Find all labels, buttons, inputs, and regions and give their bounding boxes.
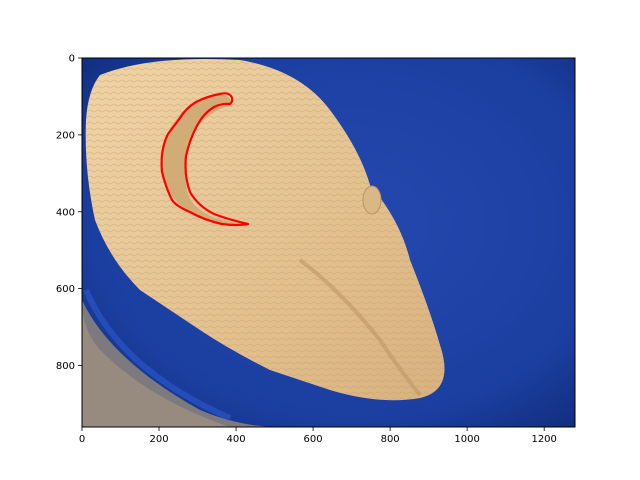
basin-rim <box>83 288 232 421</box>
x-tick-label: 1000 <box>454 434 479 445</box>
x-tick-label: 800 <box>381 434 400 445</box>
y-tick-label: 400 <box>56 207 75 218</box>
basin-rim-shadow <box>82 300 280 427</box>
x-tick-label: 600 <box>304 434 323 445</box>
tissue-shadow-fold <box>298 258 422 397</box>
axes-frame <box>81 57 576 428</box>
tissue-opening <box>161 95 245 226</box>
x-tick-label: 0 <box>79 434 85 445</box>
y-tick-label: 600 <box>56 284 75 295</box>
y-tick-label: 0 <box>69 54 75 65</box>
y-tick-label: 200 <box>56 130 75 141</box>
x-tick-label: 1200 <box>531 434 556 445</box>
specimen-photo <box>82 58 575 427</box>
y-axis: 0 200 400 600 800 <box>56 54 82 372</box>
tissue-nodule <box>362 185 382 215</box>
y-tick-label: 800 <box>56 361 75 372</box>
x-tick-label: 200 <box>149 434 168 445</box>
segmentation-contour <box>160 92 250 227</box>
x-tick-label: 400 <box>227 434 246 445</box>
x-axis: 0 200 400 600 800 1000 1200 <box>79 427 557 445</box>
